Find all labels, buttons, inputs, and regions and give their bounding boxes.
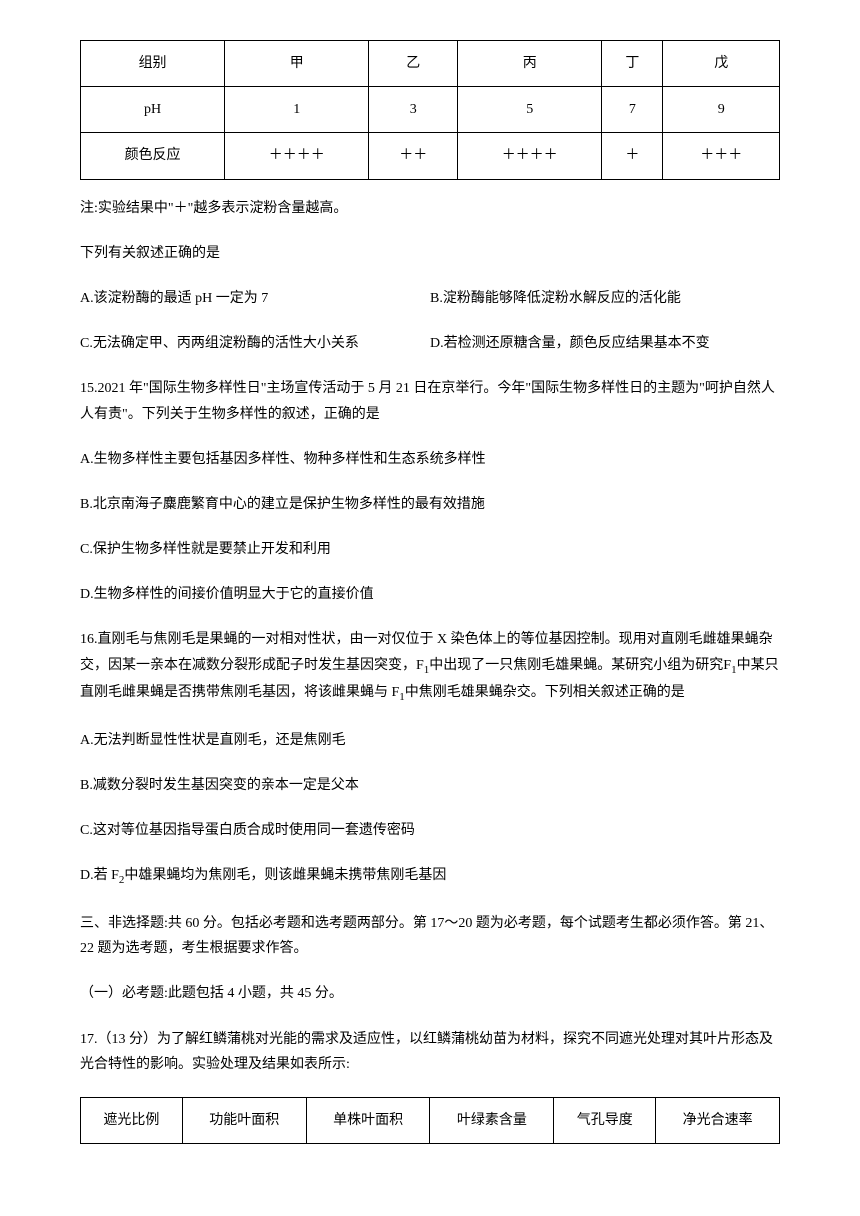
table-cell: 7: [602, 87, 663, 133]
table-header-row: 组别 甲 乙 丙 丁 戊: [81, 41, 780, 87]
option-text: 中雄果蝇均为焦刚毛，则该雌果蝇未携带焦刚毛基因: [124, 868, 446, 883]
table-cell: 5: [458, 87, 602, 133]
table-cell: 遮光比例: [81, 1097, 183, 1143]
table-cell: 丁: [602, 41, 663, 87]
option-a: A.无法判断显性性状是直刚毛，还是焦刚毛: [80, 728, 780, 753]
table-row: 颜色反应 ＋＋＋＋ ＋＋ ＋＋＋＋ ＋ ＋＋＋: [81, 133, 780, 179]
table-cell: 甲: [225, 41, 369, 87]
table-cell: 净光合速率: [656, 1097, 780, 1143]
option-a: A.该淀粉酶的最适 pH 一定为 7: [80, 286, 430, 311]
table-cell: ＋＋＋＋: [225, 133, 369, 179]
option-d: D.若 F2中雄果蝇均为焦刚毛，则该雌果蝇未携带焦刚毛基因: [80, 863, 780, 891]
table-cell: 功能叶面积: [182, 1097, 306, 1143]
table-cell: 单株叶面积: [306, 1097, 430, 1143]
option-c: C.无法确定甲、丙两组淀粉酶的活性大小关系: [80, 331, 430, 356]
option-d: D.生物多样性的间接价值明显大于它的直接价值: [80, 582, 780, 607]
stem-text: 中焦刚毛雄果蝇杂交。下列相关叙述正确的是: [405, 685, 685, 700]
table-cell: 气孔导度: [554, 1097, 656, 1143]
table-cell: 颜色反应: [81, 133, 225, 179]
table-cell: pH: [81, 87, 225, 133]
table-cell: ＋＋＋＋: [458, 133, 602, 179]
table-row: pH 1 3 5 7 9: [81, 87, 780, 133]
option-d: D.若检测还原糖含量，颜色反应结果基本不变: [430, 331, 780, 356]
stem-text: 中出现了一只焦刚毛雄果蝇。某研究小组为研究F: [429, 658, 731, 673]
table-cell: 1: [225, 87, 369, 133]
option-c: C.这对等位基因指导蛋白质合成时使用同一套遗传密码: [80, 818, 780, 843]
question-16-stem: 16.直刚毛与焦刚毛是果蝇的一对相对性状，由一对仅位于 X 染色体上的等位基因控…: [80, 627, 780, 707]
table-cell: 3: [369, 87, 458, 133]
table-cell: ＋＋: [369, 133, 458, 179]
table-cell: 乙: [369, 41, 458, 87]
option-a: A.生物多样性主要包括基因多样性、物种多样性和生态系统多样性: [80, 447, 780, 472]
option-b: B.北京南海子麋鹿繁育中心的建立是保护生物多样性的最有效措施: [80, 492, 780, 517]
option-b: B.减数分裂时发生基因突变的亲本一定是父本: [80, 773, 780, 798]
experiment-table-2: 遮光比例 功能叶面积 单株叶面积 叶绿素含量 气孔导度 净光合速率: [80, 1097, 780, 1144]
section-3-1-header: （一）必考题:此题包括 4 小题，共 45 分。: [80, 981, 780, 1006]
table-note: 注:实验结果中"＋"越多表示淀粉含量越高。: [80, 196, 780, 221]
option-c: C.保护生物多样性就是要禁止开发和利用: [80, 537, 780, 562]
option-b: B.淀粉酶能够降低淀粉水解反应的活化能: [430, 286, 780, 311]
option-text: D.若 F: [80, 868, 119, 883]
experiment-table-1: 组别 甲 乙 丙 丁 戊 pH 1 3 5 7 9 颜色反应 ＋＋＋＋ ＋＋ ＋…: [80, 40, 780, 180]
table-cell: ＋: [602, 133, 663, 179]
table-cell: 组别: [81, 41, 225, 87]
question-15-stem: 15.2021 年"国际生物多样性日"主场宣传活动于 5 月 21 日在京举行。…: [80, 376, 780, 426]
table-cell: 戊: [663, 41, 780, 87]
table-cell: 9: [663, 87, 780, 133]
table-cell: ＋＋＋: [663, 133, 780, 179]
section-3-header: 三、非选择题:共 60 分。包括必考题和选考题两部分。第 17～20 题为必考题…: [80, 911, 780, 961]
question-14-options-ab: A.该淀粉酶的最适 pH 一定为 7 B.淀粉酶能够降低淀粉水解反应的活化能: [80, 286, 780, 311]
question-14-stem: 下列有关叙述正确的是: [80, 241, 780, 266]
table-header-row: 遮光比例 功能叶面积 单株叶面积 叶绿素含量 气孔导度 净光合速率: [81, 1097, 780, 1143]
question-14-options-cd: C.无法确定甲、丙两组淀粉酶的活性大小关系 D.若检测还原糖含量，颜色反应结果基…: [80, 331, 780, 356]
table-cell: 丙: [458, 41, 602, 87]
table-cell: 叶绿素含量: [430, 1097, 554, 1143]
question-17-stem: 17.（13 分）为了解红鳞蒲桃对光能的需求及适应性，以红鳞蒲桃幼苗为材料，探究…: [80, 1027, 780, 1077]
